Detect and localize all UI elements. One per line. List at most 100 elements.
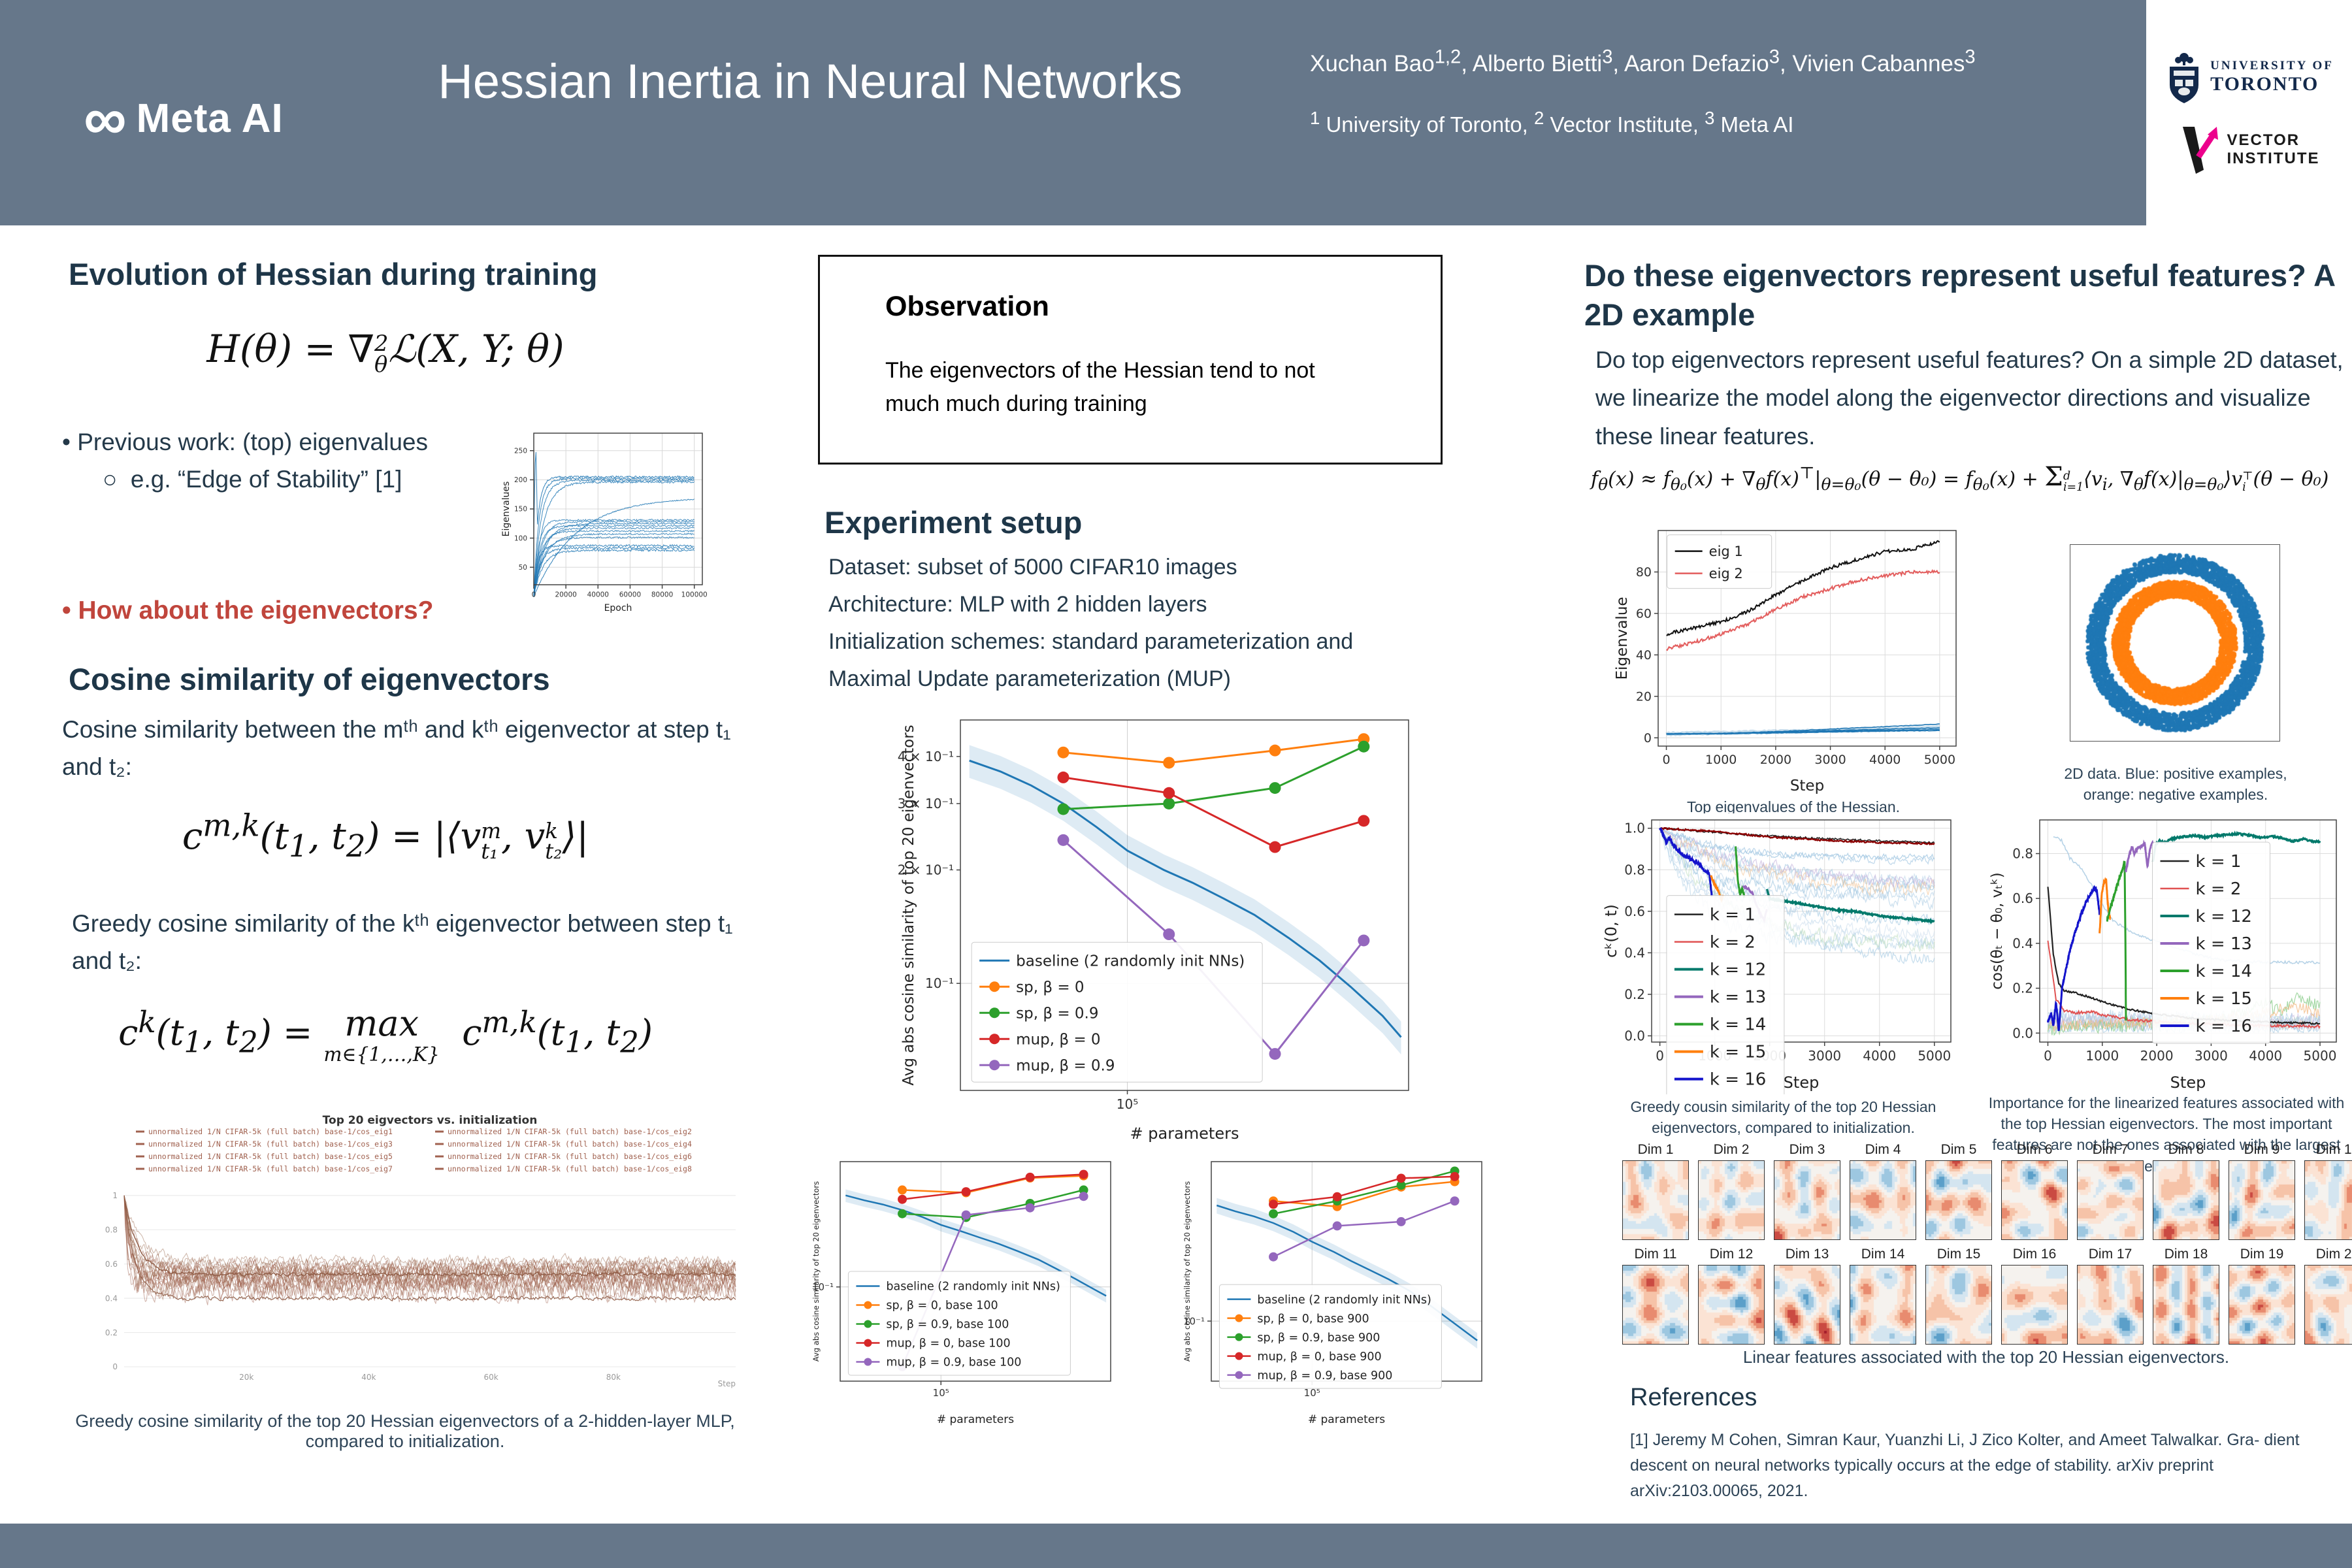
svg-text:k = 13: k = 13 — [1710, 988, 1766, 1007]
svg-text:20k: 20k — [239, 1373, 253, 1382]
svg-text:k = 1: k = 1 — [1710, 906, 1756, 925]
svg-text:Eigenvalue: Eigenvalue — [1614, 596, 1631, 679]
svg-text:0.2: 0.2 — [1624, 987, 1645, 1002]
linear-feature-cell: Dim 19 — [2228, 1247, 2296, 1345]
svg-text:unnormalized 1/N CIFAR-5k (ful: unnormalized 1/N CIFAR-5k (full batch) b… — [148, 1139, 393, 1149]
section-cosine-title: Cosine similarity of eigenvectors — [69, 662, 550, 696]
linear-feature-canvas — [1622, 1160, 1689, 1240]
svg-text:10⁻¹: 10⁻¹ — [925, 975, 954, 991]
dim-label: Dim 1 — [1637, 1142, 1674, 1157]
caption-dims: Linear features associated with the top … — [1742, 1347, 2230, 1367]
svg-text:eig 2: eig 2 — [1709, 566, 1743, 581]
svg-text:sp, β = 0.9: sp, β = 0.9 — [1016, 1005, 1098, 1022]
svg-text:mup, β = 0: mup, β = 0 — [1016, 1031, 1100, 1048]
svg-text:10⁵: 10⁵ — [1304, 1387, 1320, 1399]
svg-text:0: 0 — [2044, 1048, 2052, 1064]
linear-feature-cell: Dim 20 — [2304, 1247, 2352, 1345]
svg-text:5000: 5000 — [1918, 1048, 1951, 1064]
svg-text:4 × 10⁻¹: 4 × 10⁻¹ — [898, 749, 954, 764]
svg-text:1: 1 — [112, 1191, 118, 1200]
svg-text:0.4: 0.4 — [2012, 936, 2033, 951]
cosine-paragraph: Cosine similarity between the mᵗʰ and kᵗ… — [62, 716, 731, 781]
linear-feature-cell: Dim 13 — [1773, 1247, 1841, 1345]
dim-label: Dim 17 — [2088, 1247, 2132, 1262]
svg-text:# parameters: # parameters — [1130, 1124, 1239, 1143]
svg-text:k = 12: k = 12 — [1710, 960, 1766, 980]
chart-greedy-cousin-similarity: 0100020003000400050000.00.20.40.60.81.0S… — [1601, 813, 1960, 1098]
vector-line2: INSTITUTE — [2227, 149, 2320, 167]
linear-feature-cell: Dim 3 — [1773, 1142, 1841, 1240]
chart-base100: 10⁵ 10⁻¹ # parameters Avg abs cosine simila… — [810, 1155, 1117, 1433]
references-title: References — [1630, 1384, 1757, 1411]
svg-text:0.0: 0.0 — [2012, 1025, 2033, 1041]
svg-text:Top 20 eigvectors vs. initiali: Top 20 eigvectors vs. initialization — [323, 1114, 538, 1127]
chart-top-eigenvalues: 0 1000 2000 3000 4000 5000 0 20 40 60 80 Step Eigenv… — [1612, 523, 1965, 800]
dim-label: Dim 11 — [1634, 1247, 1677, 1262]
svg-text:150: 150 — [514, 506, 527, 514]
svg-text:0: 0 — [532, 591, 536, 599]
linear-feature-canvas — [1925, 1265, 1992, 1345]
bullet-dot-red: • — [62, 596, 78, 625]
caption-greedy: Greedy cousin similarity of the top 20 H… — [1630, 1098, 1936, 1137]
linear-feature-cell: Dim 10 — [2304, 1142, 2352, 1240]
dim-label: Dim 16 — [2012, 1247, 2057, 1262]
linear-feature-cell: Dim 17 — [2076, 1247, 2144, 1345]
svg-text:200: 200 — [514, 476, 527, 484]
dim-label: Dim 3 — [1789, 1142, 1825, 1157]
footer-bar — [0, 1524, 2352, 1568]
dim-label: Dim 19 — [2240, 1247, 2284, 1262]
caption-top-eigenvalues: Top eigenvalues of the Hessian. — [1686, 798, 1901, 815]
linear-feature-canvas — [2077, 1265, 2144, 1345]
2d-example-paragraph: Do top eigenvectors represent useful fea… — [1595, 346, 2344, 449]
linear-feature-cell: Dim 8 — [2152, 1142, 2220, 1240]
svg-text:40: 40 — [1636, 648, 1652, 662]
svg-text:unnormalized 1/N CIFAR-5k (ful: unnormalized 1/N CIFAR-5k (full batch) b… — [148, 1164, 393, 1173]
svg-text:mup, β = 0, base 900: mup, β = 0, base 900 — [1257, 1350, 1381, 1364]
linear-feature-canvas — [2229, 1160, 2295, 1240]
institution-logos: UNIVERSITY OF TORONTO VECTOR INSTITUTE — [2146, 0, 2352, 225]
svg-text:60k: 60k — [483, 1373, 498, 1382]
svg-text:3 × 10⁻¹: 3 × 10⁻¹ — [898, 796, 954, 811]
dim-label: Dim 9 — [2244, 1142, 2280, 1157]
svg-text:5000: 5000 — [1924, 753, 1955, 767]
svg-text:0.8: 0.8 — [1624, 862, 1645, 877]
svg-text:3000: 3000 — [1814, 753, 1846, 767]
dim-label: Dim 5 — [1940, 1142, 1977, 1157]
authors-line: Xuchan Bao1,2, Alberto Bietti3, Aaron De… — [1310, 46, 1976, 76]
observation-title: Observation — [885, 291, 1049, 322]
linear-feature-cell: Dim 1 — [1622, 1142, 1690, 1240]
linear-feature-canvas — [1850, 1265, 1916, 1345]
svg-text:Avg abs cosine similarity of t: Avg abs cosine similarity of top 20 eige… — [811, 1181, 821, 1362]
svg-text:40000: 40000 — [587, 591, 609, 599]
linear-feature-cell: Dim 11 — [1622, 1247, 1690, 1345]
svg-text:0: 0 — [1663, 753, 1671, 767]
svg-text:4000: 4000 — [1869, 753, 1901, 767]
svg-text:mup, β = 0.9, base 100: mup, β = 0.9, base 100 — [886, 1356, 1021, 1369]
svg-text:80: 80 — [1636, 565, 1652, 580]
chart-base900: 10⁵ 10⁻¹ # parameters Avg abs cosine simila… — [1181, 1155, 1488, 1433]
uoft-line1: UNIVERSITY OF — [2210, 58, 2334, 73]
svg-text:0.8: 0.8 — [2012, 846, 2033, 862]
svg-text:k = 14: k = 14 — [1710, 1015, 1766, 1035]
svg-text:4000: 4000 — [1863, 1048, 1896, 1064]
wandb-caption: Greedy cosine similarity of the top 20 H… — [75, 1411, 735, 1451]
equation-greedy-cosine: ck(t1, t2) = max m∈{1,…,K} cm,k(t1, t2) — [118, 1003, 653, 1066]
svg-text:Avg abs cosine similarity of t: Avg abs cosine similarity of top 20 eige… — [1183, 1181, 1192, 1362]
observation-body: The eigenvectors of the Hessian tend to … — [885, 358, 1315, 416]
svg-text:mup, β = 0, base 100: mup, β = 0, base 100 — [886, 1337, 1010, 1350]
chart-top20-eigvectors-wandb: 20k 40k 60k 80k 0 0.2 0.4 0.6 0.8 1 Step Top 20 eig… — [98, 1111, 745, 1395]
svg-text:0.0: 0.0 — [1624, 1028, 1645, 1044]
dim-label: Dim 2 — [1713, 1142, 1750, 1157]
svg-text:0: 0 — [1656, 1048, 1664, 1064]
linear-feature-canvas — [2153, 1265, 2219, 1345]
svg-text:unnormalized 1/N CIFAR-5k (ful: unnormalized 1/N CIFAR-5k (full batch) b… — [148, 1127, 393, 1136]
dim-label: Dim 20 — [2315, 1247, 2352, 1262]
plot-2d-data — [2070, 544, 2280, 745]
svg-text:baseline (2 randomly init NNs): baseline (2 randomly init NNs) — [1257, 1294, 1431, 1307]
linear-feature-cell: Dim 6 — [2001, 1142, 2068, 1240]
dim-label: Dim 18 — [2164, 1247, 2208, 1262]
linear-feature-canvas — [2153, 1160, 2219, 1240]
linear-features-grid: Dim 1 Dim 2 Dim 3 Dim 4 Dim 5 Dim 6 Dim 7 Dim 8… — [1622, 1142, 2352, 1345]
svg-text:20000: 20000 — [555, 591, 576, 599]
